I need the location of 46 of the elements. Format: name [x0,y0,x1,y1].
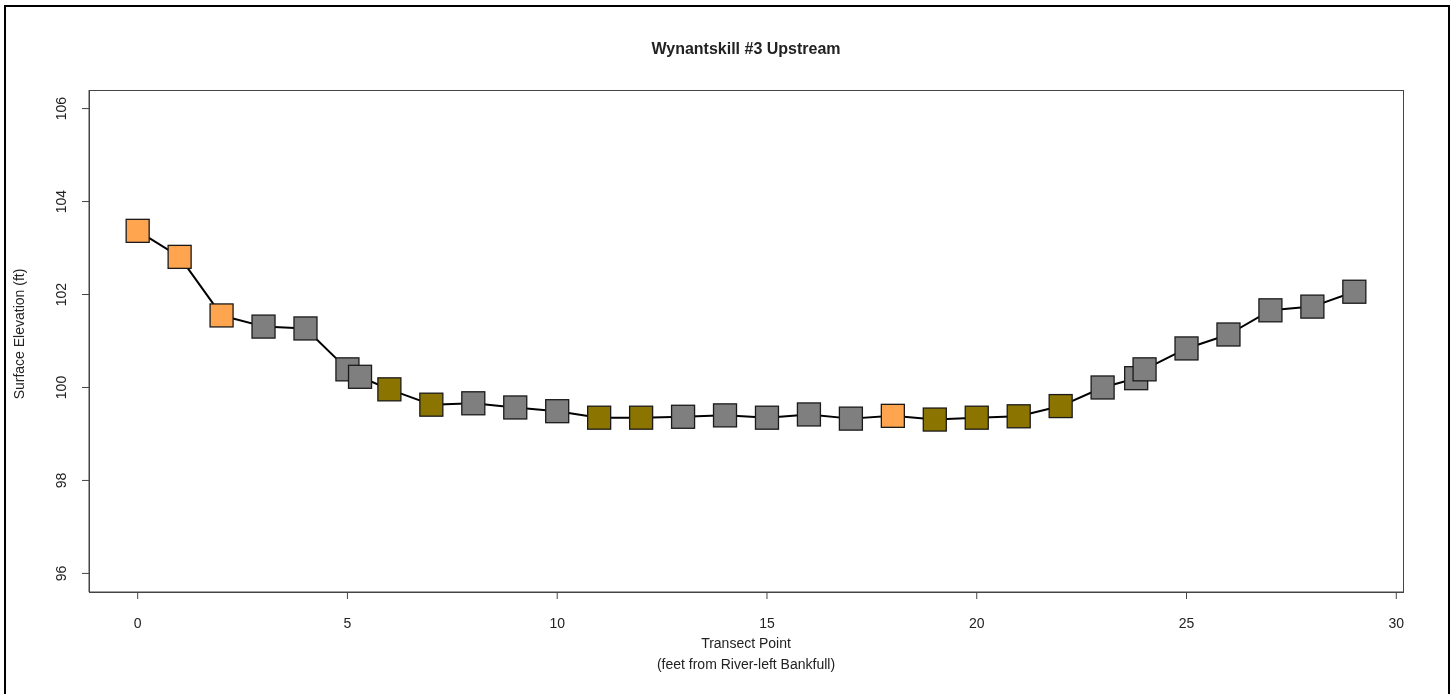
y-tick-label: 104 [53,189,69,214]
y-tick-label: 102 [53,282,69,307]
y-tick-label: 96 [53,565,69,582]
point [419,392,444,417]
point [209,303,234,328]
point [754,405,780,430]
x-tick-label: 25 [1178,614,1195,631]
x-tick-label: 30 [1388,614,1405,631]
point [880,403,905,428]
point [1258,298,1283,323]
x-axis-title: Transect Point (feet from River-left Bankfull) [655,634,837,674]
point [1090,375,1115,400]
y-axis-title: Surface Elevation (ft) [11,268,27,400]
point [712,403,738,428]
point [293,316,318,341]
point [1300,294,1325,319]
point [587,405,612,430]
point [377,377,402,402]
point [670,404,696,429]
x-tick-label: 0 [133,614,142,631]
x-tick-label: 15 [759,614,775,631]
point [251,314,276,339]
point [1216,322,1241,347]
point [1006,404,1031,429]
point [125,218,150,243]
point [628,405,654,430]
point [1132,357,1157,382]
point [167,244,192,270]
point [964,405,989,430]
point [1048,393,1073,419]
x-tick-label: 5 [343,614,352,631]
point [1342,279,1367,304]
point [461,391,486,416]
x-tick-label: 10 [549,614,566,631]
point [838,406,864,431]
y-tick-label: 98 [53,472,69,489]
y-tick-label: 106 [53,96,69,121]
point [922,407,947,432]
point [796,402,822,427]
y-tick-label: 100 [53,375,69,400]
point [1174,336,1199,361]
point [545,399,570,424]
x-tick-label: 20 [968,614,985,631]
chart-title: Wynantskill #3 Upstream [650,39,842,59]
point [503,395,528,420]
point [347,364,373,389]
